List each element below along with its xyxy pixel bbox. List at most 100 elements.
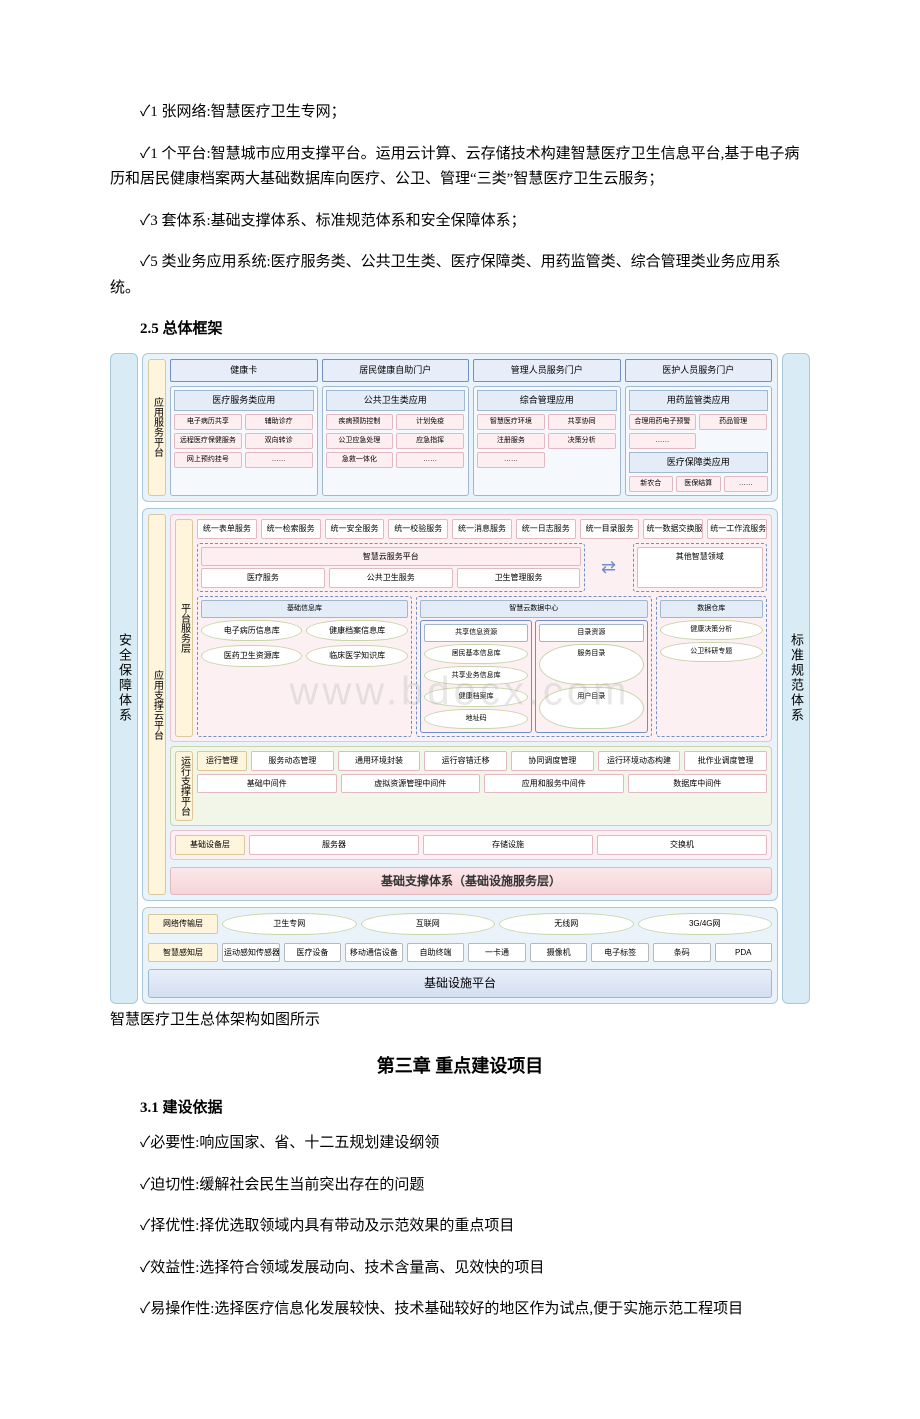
sense-5: 摄像机 bbox=[530, 943, 588, 963]
heading-2-5: 2.5 总体框架 bbox=[110, 317, 810, 343]
cloud-platform-title: 智慧云服务平台 bbox=[201, 547, 581, 567]
dw-1: 公卫科研专题 bbox=[660, 642, 763, 662]
sense-1: 医疗设备 bbox=[284, 943, 342, 963]
unified-7: 统一数据交换服务 bbox=[643, 519, 703, 539]
app-group-head-2: 综合管理应用 bbox=[477, 390, 617, 411]
unified-1: 统一检索服务 bbox=[261, 519, 321, 539]
unified-8: 统一工作流服务 bbox=[707, 519, 767, 539]
app-tag-2-1: 共享协同 bbox=[548, 414, 616, 430]
app-tag-3-0: 合理用药电子预警 bbox=[629, 414, 697, 430]
left-pillar: 安全保障体系 bbox=[110, 353, 138, 1004]
dw-0: 健康决策分析 bbox=[660, 620, 763, 640]
app-tag-2-3: 决策分析 bbox=[548, 433, 616, 449]
app-group-2: 综合管理应用智慧医疗环境共享协同注册服务决策分析…… bbox=[473, 386, 621, 496]
para-network: ✓1 张网络:智慧医疗卫生专网； bbox=[110, 100, 810, 126]
cloudsvc-2: 卫生管理服务 bbox=[457, 568, 581, 588]
runtime-mg-5: 批作业调度管理 bbox=[684, 751, 767, 771]
sense-4: 一卡通 bbox=[468, 943, 526, 963]
runtime-mg-4: 运行环境动态构建 bbox=[598, 751, 681, 771]
app-tag-1-2: 公卫应急处理 bbox=[326, 433, 394, 449]
unified-6: 统一目录服务 bbox=[580, 519, 640, 539]
app-tag-0-4: 网上预约挂号 bbox=[174, 452, 242, 468]
net-0: 卫生专网 bbox=[222, 913, 357, 935]
middleware-3: 数据库中间件 bbox=[628, 774, 768, 794]
cloud-support-band: 应用支撑云平台 平台服务层 统一表单服务统一检索服务统一安全服务统一校验服务统一… bbox=[142, 508, 778, 901]
right-pillar: 标准规范体系 bbox=[782, 353, 810, 1004]
basis-1: ✓必要性:响应国家、省、十二五规划建设纲领 bbox=[110, 1131, 810, 1157]
data-center-title: 智慧云数据中心 bbox=[420, 600, 648, 618]
app-service-label: 应用服务平台 bbox=[148, 359, 166, 497]
sense-2: 移动通信设备 bbox=[345, 943, 403, 963]
other-domain: 其他智慧领域 bbox=[637, 547, 764, 588]
app-subgroup-head-3: 医疗保障类应用 bbox=[629, 452, 769, 473]
platform-label: 平台服务层 bbox=[175, 519, 193, 737]
app-group-head-0: 医疗服务类应用 bbox=[174, 390, 314, 411]
app-tag-2-2: 注册服务 bbox=[477, 433, 545, 449]
app-subtag-3-0: 新农合 bbox=[629, 476, 674, 492]
portal-0: 健康卡 bbox=[170, 359, 318, 382]
dc-item-0-1: 共享业务信息库 bbox=[424, 666, 528, 686]
baseinfo-0: 电子病历信息库 bbox=[201, 620, 302, 642]
unified-0: 统一表单服务 bbox=[197, 519, 257, 539]
app-tag-0-0: 电子病历共享 bbox=[174, 414, 242, 430]
infra-2: 交换机 bbox=[597, 835, 767, 855]
heading-3-1: 3.1 建设依据 bbox=[110, 1096, 810, 1122]
para-apps: ✓5 类业务应用系统:医疗服务类、公共卫生类、医疗保障类、用药监管类、综合管理类… bbox=[110, 250, 810, 301]
app-tag-3-1: 药品管理 bbox=[699, 414, 767, 430]
dc-item-1-1: 用户目录 bbox=[539, 687, 643, 729]
sense-6: 电子标签 bbox=[591, 943, 649, 963]
unified-4: 统一消息服务 bbox=[452, 519, 512, 539]
sense-7: 条码 bbox=[653, 943, 711, 963]
middleware-0: 基础中间件 bbox=[197, 774, 337, 794]
runtime-mgmt-title: 运行管理 bbox=[197, 751, 247, 771]
app-tag-2-4: …… bbox=[477, 452, 545, 468]
sense-8: PDA bbox=[715, 943, 773, 963]
cloudsvc-1: 公共卫生服务 bbox=[329, 568, 453, 588]
app-tag-1-5: …… bbox=[396, 452, 464, 468]
app-group-0: 医疗服务类应用电子病历共享辅助诊疗远程医疗保健服务双向转诊网上预约挂号…… bbox=[170, 386, 318, 496]
dc-col-head-1: 目录资源 bbox=[539, 624, 643, 642]
unified-3: 统一校验服务 bbox=[388, 519, 448, 539]
app-group-head-3: 用药监管类应用 bbox=[629, 390, 769, 411]
net-label: 网络传输层 bbox=[148, 914, 218, 934]
sense-0: 运动感知传感器 bbox=[222, 943, 280, 963]
baseinfo-1: 健康档案信息库 bbox=[306, 620, 407, 642]
infra-title: 基础支撑体系（基础设施服务层） bbox=[170, 867, 772, 895]
runtime-label: 运行支撑平台 bbox=[175, 751, 193, 821]
baseinfo-3: 临床医学知识库 bbox=[306, 645, 407, 667]
app-tag-1-0: 疾病预防控制 bbox=[326, 414, 394, 430]
net-2: 无线网 bbox=[499, 913, 634, 935]
basis-5: ✓易操作性:选择医疗信息化发展较快、技术基础较好的地区作为试点,便于实施示范工程… bbox=[110, 1297, 810, 1323]
app-subtag-3-1: 医保结算 bbox=[676, 476, 721, 492]
dc-col-head-0: 共享信息资源 bbox=[424, 624, 528, 642]
app-tag-0-2: 远程医疗保健服务 bbox=[174, 433, 242, 449]
diagram-caption: 智慧医疗卫生总体架构如图所示 bbox=[110, 1008, 810, 1034]
double-arrow-icon: ⇄ bbox=[589, 543, 629, 592]
app-group-1: 公共卫生类应用疾病预防控制计划免疫公卫应急处理应急指挥急救一体化…… bbox=[322, 386, 470, 496]
app-group-3: 用药监管类应用合理用药电子预警药品管理……医疗保障类应用新农合医保结算…… bbox=[625, 386, 773, 496]
portal-3: 医护人员服务门户 bbox=[625, 359, 773, 382]
net-1: 互联网 bbox=[361, 913, 496, 935]
infra-equip-layer: 基础设备层 服务器存储设施交换机 bbox=[170, 830, 772, 860]
infra-label: 基础设备层 bbox=[175, 835, 245, 855]
dc-item-0-2: 健康档案库 bbox=[424, 687, 528, 707]
architecture-diagram: www.bdocx.com 安全保障体系 应用服务平台 健康卡居民健康自助门户管… bbox=[110, 353, 810, 1004]
chapter-3: 第三章 重点建设项目 bbox=[110, 1051, 810, 1082]
cloudsvc-0: 医疗服务 bbox=[201, 568, 325, 588]
bottom-title: 基础设施平台 bbox=[148, 969, 772, 997]
runtime-mg-2: 运行容错迁移 bbox=[424, 751, 507, 771]
app-tag-3-2: …… bbox=[629, 433, 697, 449]
app-tag-0-5: …… bbox=[245, 452, 313, 468]
portal-2: 管理人员服务门户 bbox=[473, 359, 621, 382]
platform-service-layer: 平台服务层 统一表单服务统一检索服务统一安全服务统一校验服务统一消息服务统一日志… bbox=[170, 514, 772, 742]
app-tag-1-3: 应急指挥 bbox=[396, 433, 464, 449]
dc-col-1: 目录资源服务目录用户目录 bbox=[535, 620, 647, 733]
runtime-layer: 运行支撑平台 运行管理 服务动态管理通用环境封装运行容错迁移协同调度管理运行环境… bbox=[170, 746, 772, 826]
data-wh-title: 数据仓库 bbox=[660, 600, 763, 618]
basis-4: ✓效益性:选择符合领域发展动向、技术含量高、见效快的项目 bbox=[110, 1256, 810, 1282]
base-info-title: 基础信息库 bbox=[201, 600, 408, 618]
middleware-1: 虚拟资源管理中间件 bbox=[341, 774, 481, 794]
portal-1: 居民健康自助门户 bbox=[322, 359, 470, 382]
app-tag-1-1: 计划免疫 bbox=[396, 414, 464, 430]
infra-platform-band: 网络传输层 卫生专网互联网无线网3G/4G网 智慧感知层 运动感知传感器医疗设备… bbox=[142, 907, 778, 1004]
